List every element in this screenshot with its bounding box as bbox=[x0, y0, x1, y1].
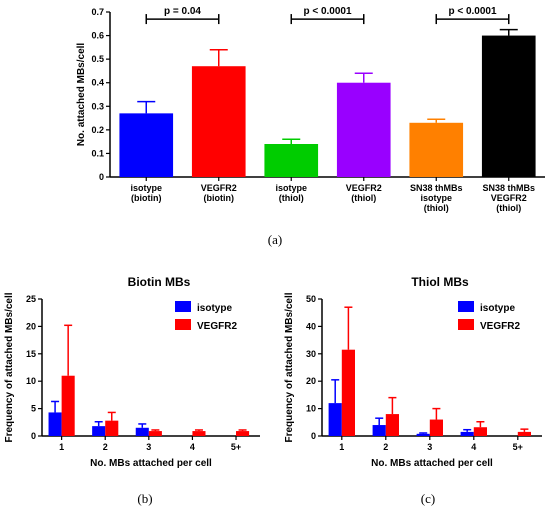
legend-swatch-isotype bbox=[458, 301, 474, 312]
y-axis-label: Frequency of attached MBs/cell bbox=[284, 292, 295, 442]
bar-vegfr2 bbox=[517, 431, 531, 436]
x-tick-label: VEGFR2 bbox=[346, 183, 382, 193]
x-axis-label: No. MBs attached per cell bbox=[371, 458, 493, 469]
x-tick-label: 2 bbox=[103, 442, 108, 452]
x-tick-label: (biotin) bbox=[131, 193, 162, 203]
x-tick-label: (biotin) bbox=[204, 193, 235, 203]
y-tick-label: 0.3 bbox=[91, 101, 104, 111]
chart-panel-b: Biotin MBs 0 5 10 15 20 25 Frequency of attache… bbox=[4, 275, 260, 469]
y-tick-label: 0 bbox=[31, 431, 36, 441]
y-tick-label: 0 bbox=[99, 172, 104, 182]
bar-vegfr2 bbox=[61, 375, 75, 436]
x-tick-label: (thiol) bbox=[424, 203, 449, 213]
legend-swatch-isotype bbox=[175, 301, 191, 312]
y-axis-label: No. attached MBs/cell bbox=[76, 43, 87, 147]
bar-isotype bbox=[328, 403, 342, 436]
legend-swatch-vegfr2 bbox=[458, 319, 474, 330]
legend-swatch-vegfr2 bbox=[175, 319, 191, 330]
y-tick-label: 10 bbox=[26, 376, 36, 386]
y-axis-label: Frequency of attached MBs/cell bbox=[4, 292, 15, 442]
y-tick-label: 0.6 bbox=[91, 31, 104, 41]
chart-title: Biotin MBs bbox=[128, 275, 191, 289]
panel-label-a: (a) bbox=[268, 232, 282, 247]
bar-vegfr2 bbox=[236, 431, 250, 436]
x-tick-label: 5+ bbox=[513, 442, 523, 452]
p-value-label: p = 0.04 bbox=[164, 6, 201, 17]
chart-panel-c: Thiol MBs 0 10 20 30 40 50 Frequency of attache… bbox=[284, 275, 542, 469]
x-tick-label: 2 bbox=[383, 442, 388, 452]
bar-isotype bbox=[416, 433, 430, 436]
legend-label-vegfr2: VEGFR2 bbox=[480, 321, 520, 332]
y-tick-label: 0.2 bbox=[91, 125, 104, 135]
y-tick-label: 50 bbox=[306, 294, 316, 304]
bar-vegfr2 bbox=[148, 431, 162, 436]
x-tick-label: isotype bbox=[130, 183, 162, 193]
bar bbox=[264, 144, 319, 177]
y-tick-label: 20 bbox=[26, 321, 36, 331]
x-tick-label: isotype bbox=[275, 183, 307, 193]
p-value-label: p < 0.0001 bbox=[448, 6, 497, 17]
y-tick-label: 15 bbox=[26, 349, 36, 359]
x-tick-label: 4 bbox=[190, 442, 195, 452]
x-tick-label: SN38 thMBs bbox=[482, 183, 535, 193]
y-tick-label: 0 bbox=[311, 431, 316, 441]
bar-vegfr2 bbox=[105, 420, 119, 436]
bar bbox=[119, 113, 174, 177]
chart-title: Thiol MBs bbox=[411, 275, 469, 289]
y-tick-label: 0.1 bbox=[91, 148, 104, 158]
bar-isotype bbox=[135, 427, 149, 436]
x-tick-label: VEGFR2 bbox=[201, 183, 237, 193]
x-tick-label: 3 bbox=[427, 442, 432, 452]
y-tick-label: 25 bbox=[26, 294, 36, 304]
chart-panel-a: 0 0.1 0.2 0.3 0.4 0.5 0.6 0.7 No. attached MBs/c… bbox=[76, 6, 545, 213]
panel-label-b: (b) bbox=[137, 491, 152, 506]
x-tick-label: 4 bbox=[471, 442, 476, 452]
x-tick-label: 3 bbox=[146, 442, 151, 452]
bar-isotype bbox=[48, 412, 62, 436]
bar-vegfr2 bbox=[341, 349, 355, 436]
y-tick-label: 0.4 bbox=[91, 78, 104, 88]
x-tick-label: SN38 thMBs bbox=[410, 183, 463, 193]
panel-label-c: (c) bbox=[421, 491, 435, 506]
legend-label-isotype: isotype bbox=[197, 303, 232, 314]
p-value-label: p < 0.0001 bbox=[303, 6, 352, 17]
bar-isotype bbox=[372, 425, 386, 436]
bar-vegfr2 bbox=[429, 419, 443, 436]
x-tick-label: (thiol) bbox=[351, 193, 376, 203]
y-tick-label: 5 bbox=[31, 404, 36, 414]
bar-vegfr2 bbox=[473, 427, 487, 436]
y-tick-label: 30 bbox=[306, 349, 316, 359]
y-tick-label: 10 bbox=[306, 404, 316, 414]
bar bbox=[481, 35, 536, 178]
legend-label-isotype: isotype bbox=[480, 303, 515, 314]
x-axis-label: No. MBs attached per cell bbox=[90, 458, 212, 469]
x-tick-label: (thiol) bbox=[279, 193, 304, 203]
bar-isotype bbox=[460, 431, 474, 436]
x-tick-label: isotype bbox=[420, 193, 452, 203]
x-tick-label: VEGFR2 bbox=[491, 193, 527, 203]
y-tick-label: 0.5 bbox=[91, 54, 104, 64]
y-tick-label: 40 bbox=[306, 321, 316, 331]
x-tick-label: 1 bbox=[339, 442, 344, 452]
bar-vegfr2 bbox=[192, 431, 206, 436]
bar bbox=[191, 66, 246, 177]
bar-vegfr2 bbox=[385, 414, 399, 436]
legend-label-vegfr2: VEGFR2 bbox=[197, 321, 237, 332]
y-tick-label: 20 bbox=[306, 376, 316, 386]
bar bbox=[409, 122, 464, 177]
x-tick-label: (thiol) bbox=[496, 203, 521, 213]
bar-isotype bbox=[92, 426, 106, 436]
bar bbox=[336, 82, 391, 177]
y-tick-label: 0.7 bbox=[91, 7, 104, 17]
x-tick-label: 1 bbox=[59, 442, 64, 452]
x-tick-label: 5+ bbox=[231, 442, 241, 452]
